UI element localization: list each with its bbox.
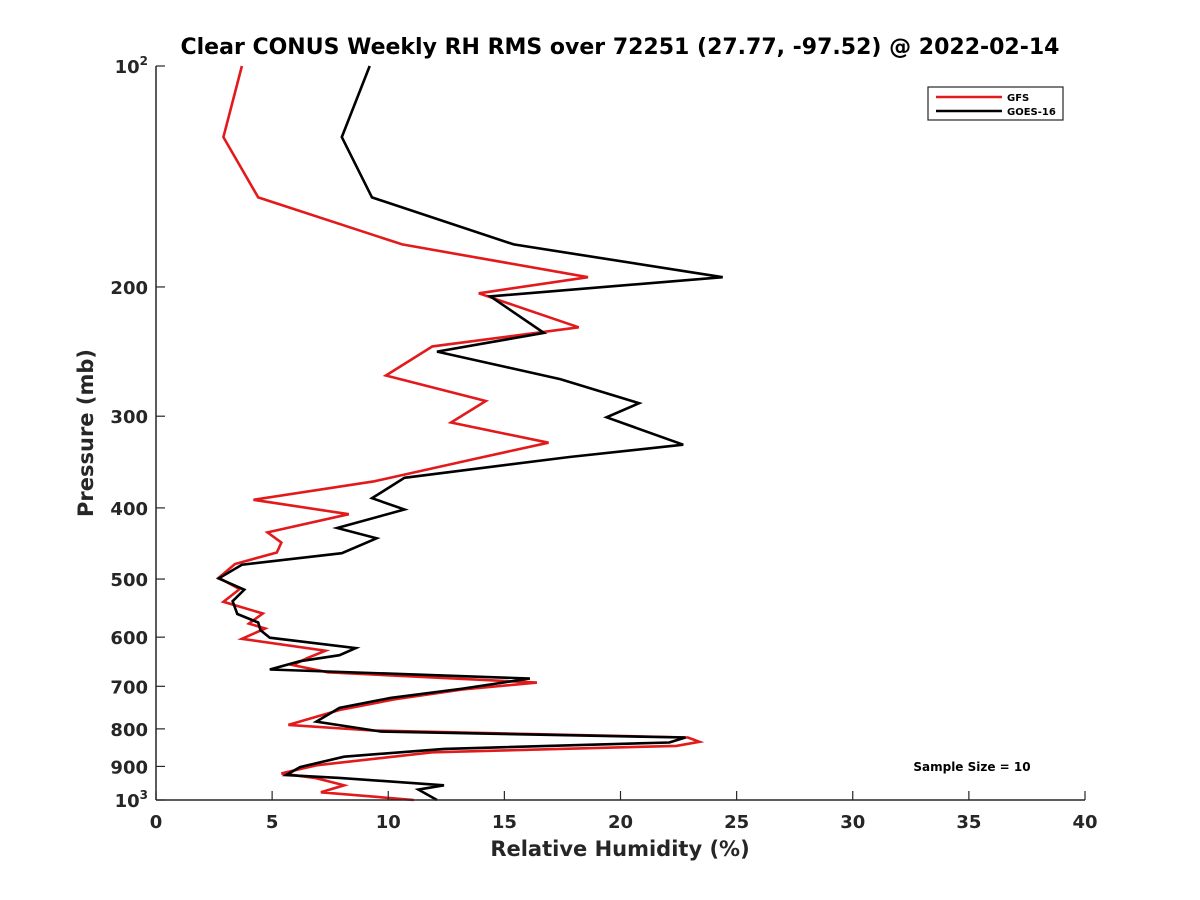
y-tick-label: 103 [115, 788, 148, 812]
legend-label-gfs: GFS [1007, 93, 1029, 104]
legend-box [927, 86, 1064, 121]
x-tick-label: 10 [376, 812, 401, 833]
legend: GFS GOES-16 [927, 86, 1064, 121]
sample-size-annotation: Sample Size = 10 [913, 760, 1030, 774]
y-tick-label: 800 [110, 720, 148, 741]
x-tick-label: 0 [150, 812, 163, 833]
x-tick-label: 20 [608, 812, 633, 833]
y-axis-ticks: 102 200 300 400 500 600 700 800 900 103 [110, 54, 165, 812]
y-axis-label: Pressure (mb) [74, 349, 98, 517]
x-tick-label: 30 [840, 812, 865, 833]
x-axis-label: Relative Humidity (%) [490, 837, 749, 861]
y-tick-label: 300 [110, 407, 148, 428]
x-axis-ticks: 0 5 10 15 20 25 30 35 40 [150, 791, 1098, 833]
y-tick-label: 900 [110, 757, 148, 778]
x-tick-label: 40 [1072, 812, 1097, 833]
legend-label-goes-16: GOES-16 [1007, 107, 1056, 118]
y-tick-label: 600 [110, 628, 148, 649]
x-tick-label: 5 [266, 812, 279, 833]
plot-area-frame [156, 66, 1085, 800]
chart-title: Clear CONUS Weekly RH RMS over 72251 (27… [181, 35, 1060, 60]
y-tick-label: 102 [115, 54, 148, 78]
series-layer [215, 65, 723, 802]
y-tick-label: 500 [110, 570, 148, 591]
y-tick-label: 200 [110, 278, 148, 299]
x-tick-label: 15 [492, 812, 517, 833]
y-tick-label: 400 [110, 499, 148, 520]
x-tick-label: 35 [956, 812, 981, 833]
series-line-gfs [216, 65, 705, 802]
y-tick-label: 700 [110, 677, 148, 698]
series-line-goes-16 [215, 65, 723, 802]
x-tick-label: 25 [724, 812, 749, 833]
